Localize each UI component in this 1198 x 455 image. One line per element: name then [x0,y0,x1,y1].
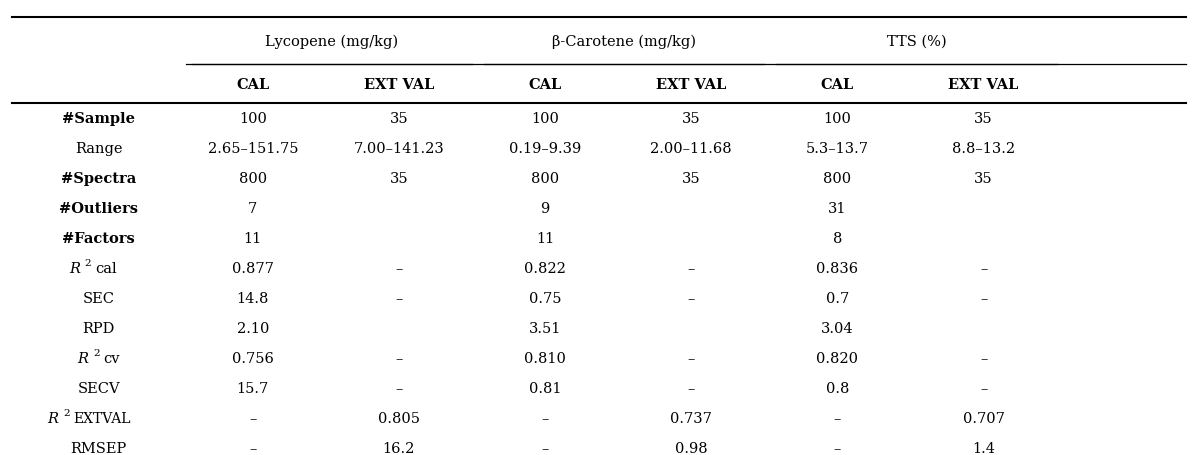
Text: 0.820: 0.820 [816,352,859,365]
Text: –: – [395,381,403,395]
Text: 1.4: 1.4 [972,441,996,455]
Text: 8: 8 [833,232,842,246]
Text: 100: 100 [238,112,267,126]
Text: 0.805: 0.805 [377,411,420,425]
Text: 800: 800 [823,172,852,186]
Text: R: R [77,352,89,365]
Text: 35: 35 [389,172,409,186]
Text: –: – [249,441,256,455]
Text: 0.81: 0.81 [528,381,562,395]
Text: –: – [834,441,841,455]
Text: 5.3–13.7: 5.3–13.7 [806,142,869,156]
Text: 0.810: 0.810 [525,352,565,365]
Text: 2: 2 [84,258,91,268]
Text: 800: 800 [531,172,559,186]
Text: 2: 2 [62,408,69,417]
Text: –: – [395,352,403,365]
Text: RPD: RPD [83,322,115,336]
Text: cv: cv [103,352,120,365]
Text: TTS (%): TTS (%) [887,34,946,48]
Text: 7: 7 [248,202,258,216]
Text: EXTVAL: EXTVAL [73,411,131,425]
Text: –: – [249,411,256,425]
Text: EXT VAL: EXT VAL [657,77,726,91]
Text: SEC: SEC [83,292,115,306]
Text: –: – [395,262,403,276]
Text: 3.04: 3.04 [821,322,854,336]
Text: Lycopene (mg/kg): Lycopene (mg/kg) [265,34,399,49]
Text: 15.7: 15.7 [237,381,268,395]
Text: –: – [980,381,987,395]
Text: –: – [980,352,987,365]
Text: EXT VAL: EXT VAL [949,77,1018,91]
Text: CAL: CAL [236,77,270,91]
Text: 35: 35 [974,112,993,126]
Text: –: – [834,411,841,425]
Text: #Sample: #Sample [62,112,135,126]
Text: 0.877: 0.877 [232,262,273,276]
Text: 8.8–13.2: 8.8–13.2 [952,142,1015,156]
Text: 2.10: 2.10 [236,322,270,336]
Text: 100: 100 [823,112,852,126]
Text: RMSEP: RMSEP [71,441,127,455]
Text: –: – [688,292,695,306]
Text: 35: 35 [682,112,701,126]
Text: 31: 31 [828,202,847,216]
Text: 800: 800 [238,172,267,186]
Text: 0.75: 0.75 [528,292,562,306]
Text: SECV: SECV [78,381,120,395]
Text: 35: 35 [389,112,409,126]
Text: β-Carotene (mg/kg): β-Carotene (mg/kg) [552,34,696,49]
Text: 2.00–11.68: 2.00–11.68 [651,142,732,156]
Text: Range: Range [75,142,122,156]
Text: R: R [68,262,80,276]
Text: 0.19–9.39: 0.19–9.39 [509,142,581,156]
Text: 0.8: 0.8 [825,381,849,395]
Text: 0.7: 0.7 [825,292,849,306]
Text: #Factors: #Factors [62,232,135,246]
Text: 0.737: 0.737 [671,411,712,425]
Text: 0.756: 0.756 [232,352,273,365]
Text: R: R [47,411,59,425]
Text: –: – [688,262,695,276]
Text: 14.8: 14.8 [236,292,270,306]
Text: –: – [395,292,403,306]
Text: 0.836: 0.836 [816,262,859,276]
Text: 0.822: 0.822 [525,262,565,276]
Text: –: – [980,292,987,306]
Text: 7.00–141.23: 7.00–141.23 [353,142,444,156]
Text: 100: 100 [531,112,559,126]
Text: –: – [541,441,549,455]
Text: 3.51: 3.51 [528,322,562,336]
Text: –: – [541,411,549,425]
Text: 2: 2 [92,348,99,357]
Text: #Outliers: #Outliers [60,202,138,216]
Text: 0.98: 0.98 [674,441,708,455]
Text: 0.707: 0.707 [963,411,1004,425]
Text: –: – [980,262,987,276]
Text: 11: 11 [536,232,555,246]
Text: 11: 11 [243,232,262,246]
Text: cal: cal [95,262,117,276]
Text: –: – [688,352,695,365]
Text: –: – [688,381,695,395]
Text: 9: 9 [540,202,550,216]
Text: 2.65–151.75: 2.65–151.75 [207,142,298,156]
Text: 35: 35 [682,172,701,186]
Text: CAL: CAL [821,77,854,91]
Text: 16.2: 16.2 [382,441,416,455]
Text: 35: 35 [974,172,993,186]
Text: EXT VAL: EXT VAL [364,77,434,91]
Text: CAL: CAL [528,77,562,91]
Text: #Spectra: #Spectra [61,172,137,186]
